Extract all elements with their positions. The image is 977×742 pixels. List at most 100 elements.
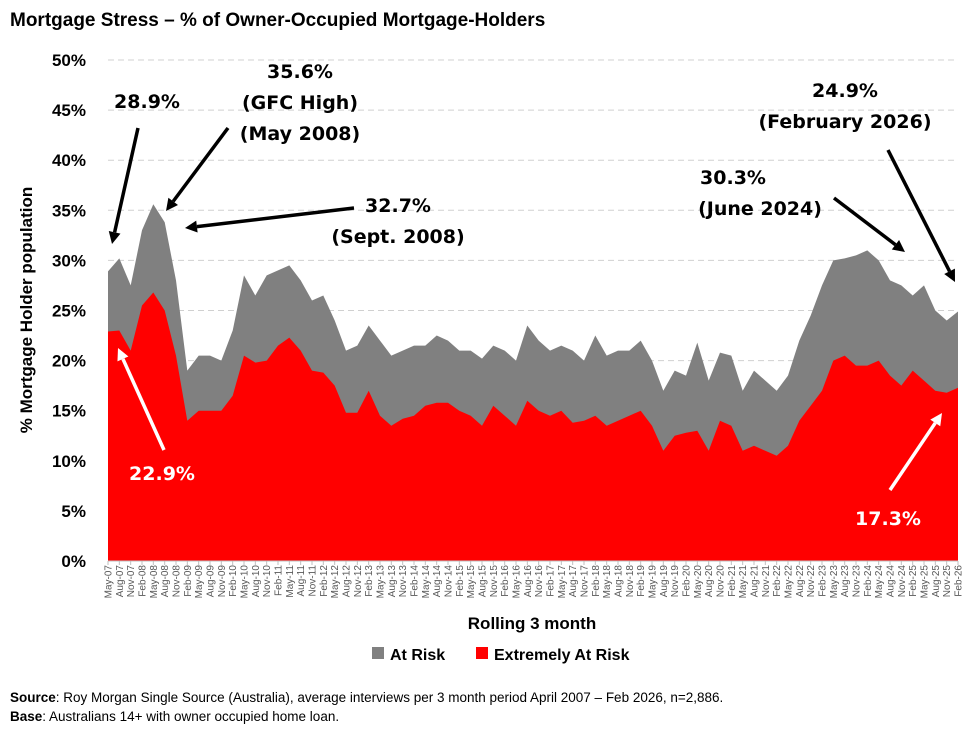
x-tick-label: Nov-18 xyxy=(625,565,636,598)
x-tick-label: Aug-15 xyxy=(478,565,489,598)
x-tick-label: Feb-11 xyxy=(274,565,285,596)
y-axis-ticks: 0% 5% 10% 15% 20% 25% 30% 35% 40% 45% 50% xyxy=(52,51,86,571)
x-tick-label: May-13 xyxy=(376,565,387,599)
x-tick-label: Aug-12 xyxy=(342,565,353,598)
x-tick-label: Feb-09 xyxy=(183,565,194,597)
x-tick-label: May-20 xyxy=(693,565,704,599)
x-tick-label: Feb-26 xyxy=(954,565,965,597)
y-tick-label: 50% xyxy=(52,51,86,70)
y-tick-label: 20% xyxy=(52,352,86,371)
extremely-at-risk-area xyxy=(108,292,958,561)
x-tick-label: May-17 xyxy=(557,565,568,599)
x-tick-label: May-07 xyxy=(104,565,115,599)
annotations: 28.9% 35.6% (GFC High) (May 2008) 32.7% (Sept… xyxy=(108,61,955,530)
arrowhead-icon xyxy=(108,230,121,244)
x-tick-label: May-25 xyxy=(920,565,931,599)
x-tick-label: May-12 xyxy=(330,565,341,599)
x-tick-label: May-22 xyxy=(784,565,795,599)
x-tick-label: Aug-18 xyxy=(614,565,625,598)
x-tick-label: May-15 xyxy=(466,565,477,599)
x-tick-label: May-09 xyxy=(194,565,205,599)
x-tick-label: Nov-22 xyxy=(806,565,817,598)
annotation-text: 17.3% xyxy=(855,508,921,530)
annotation-arrow xyxy=(171,126,230,203)
x-tick-label: Nov-20 xyxy=(716,565,727,598)
x-tick-label: Feb-20 xyxy=(682,565,693,597)
annotation-text: 32.7% xyxy=(365,195,431,217)
arrowhead-icon xyxy=(891,239,905,252)
y-tick-label: 45% xyxy=(52,101,86,120)
x-tick-label: Nov-12 xyxy=(353,565,364,598)
x-tick-label: May-19 xyxy=(648,565,659,599)
x-tick-label: Aug-23 xyxy=(840,565,851,598)
x-tick-label: May-14 xyxy=(421,565,432,599)
x-tick-label: Nov-16 xyxy=(534,565,545,598)
annotation-arrow xyxy=(196,206,355,229)
y-tick-label: 15% xyxy=(52,402,86,421)
arrowhead-icon xyxy=(117,348,129,362)
x-tick-label: Feb-25 xyxy=(908,565,919,597)
x-tick-label: Nov-08 xyxy=(172,565,183,598)
y-tick-label: 5% xyxy=(61,502,86,521)
y-tick-label: 25% xyxy=(52,302,86,321)
x-tick-label: May-23 xyxy=(829,565,840,599)
y-tick-label: 0% xyxy=(61,552,86,571)
x-tick-label: Aug-16 xyxy=(523,565,534,598)
legend-label-extremely-at-risk: Extremely At Risk xyxy=(494,647,630,664)
annotation-arrow xyxy=(888,421,937,491)
x-tick-label: Aug-22 xyxy=(795,565,806,598)
source-note: Source: Roy Morgan Single Source (Austra… xyxy=(10,690,723,705)
legend-swatch-extremely-at-risk xyxy=(476,647,488,659)
y-tick-label: 40% xyxy=(52,151,86,170)
x-tick-label: Feb-21 xyxy=(727,565,738,597)
x-tick-label: Nov-09 xyxy=(217,565,228,598)
annotation-text: (June 2024) xyxy=(698,198,822,220)
annotation: 30.3% (June 2024) xyxy=(698,167,905,252)
annotation-text: 22.9% xyxy=(129,463,195,485)
x-tick-label: Nov-14 xyxy=(444,565,455,598)
x-tick-label: May-24 xyxy=(874,565,885,599)
x-tick-label: Feb-16 xyxy=(500,565,511,597)
source-label: Source xyxy=(10,690,56,705)
legend-label-at-risk: At Risk xyxy=(390,647,445,664)
x-tick-label: May-10 xyxy=(240,565,251,599)
annotation: 17.3% xyxy=(855,413,942,530)
arrowhead-icon xyxy=(944,268,955,282)
x-tick-label: Feb-10 xyxy=(228,565,239,597)
x-axis-ticks: May-07 Aug-07 Nov-07 Feb-08 May-08 Aug-08 Nov-… xyxy=(104,561,965,598)
arrowhead-icon xyxy=(166,197,178,211)
annotation: 22.9% xyxy=(117,348,195,485)
arrowhead-icon xyxy=(930,413,942,427)
x-tick-label: Feb-24 xyxy=(863,565,874,597)
x-tick-label: Aug-17 xyxy=(568,565,579,598)
annotation-text: (May 2008) xyxy=(240,123,360,145)
y-axis-title: % Mortgage Holder population xyxy=(17,187,36,434)
source-text: : Roy Morgan Single Source (Australia), … xyxy=(56,690,724,705)
x-tick-label: Nov-13 xyxy=(398,565,409,598)
x-tick-label: Nov-24 xyxy=(897,565,908,598)
x-tick-label: Aug-10 xyxy=(251,565,262,598)
x-tick-label: Aug-24 xyxy=(886,565,897,598)
annotation-text: 35.6% xyxy=(267,61,333,83)
x-tick-label: Feb-08 xyxy=(138,565,149,597)
annotation-text: 28.9% xyxy=(114,91,180,113)
x-tick-label: Nov-07 xyxy=(126,565,137,598)
annotation-arrow xyxy=(112,127,140,233)
annotation: 32.7% (Sept. 2008) xyxy=(185,195,465,248)
y-tick-label: 10% xyxy=(52,452,86,471)
x-tick-label: Aug-20 xyxy=(704,565,715,598)
base-text: : Australians 14+ with owner occupied ho… xyxy=(42,709,339,724)
x-tick-label: Nov-25 xyxy=(942,565,953,598)
y-tick-label: 35% xyxy=(52,201,86,220)
base-label: Base xyxy=(10,709,43,724)
x-tick-label: Feb-15 xyxy=(455,565,466,597)
x-tick-label: Feb-14 xyxy=(410,565,421,597)
x-tick-label: Aug-19 xyxy=(659,565,670,598)
annotation-arrow xyxy=(121,358,166,451)
x-tick-label: Aug-09 xyxy=(206,565,217,598)
arrowhead-icon xyxy=(185,220,198,233)
annotation: 24.9% (February 2026) xyxy=(758,80,955,282)
x-tick-label: May-21 xyxy=(738,565,749,599)
x-tick-label: Feb-22 xyxy=(772,565,783,597)
